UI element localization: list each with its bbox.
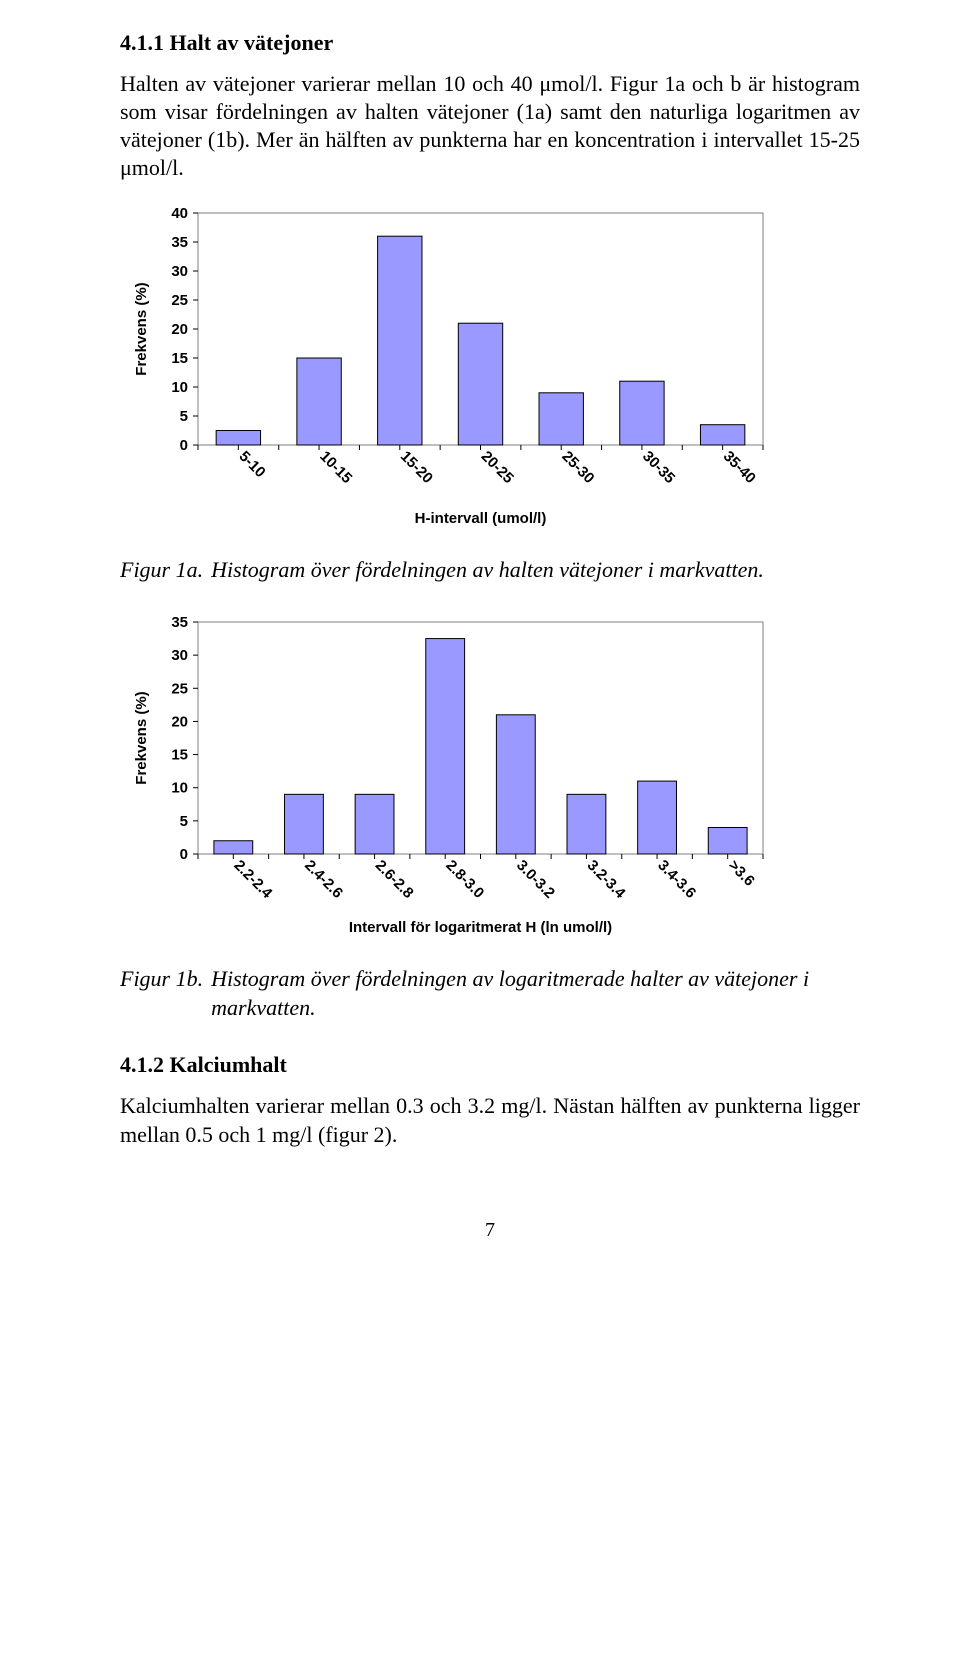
svg-text:15-20: 15-20 — [397, 447, 436, 486]
section-heading-4-1-1: 4.1.1 Halt av vätejoner — [120, 30, 860, 56]
svg-text:>3.6: >3.6 — [725, 857, 758, 890]
figure-1a-chart: 0 5 10 15 20 25 30 35 40 Frekvens (%) 5-10 10-15 15-… — [120, 205, 860, 540]
svg-text:3.2-3.4: 3.2-3.4 — [584, 857, 630, 903]
svg-text:15: 15 — [171, 747, 188, 764]
svg-text:35: 35 — [171, 234, 188, 251]
section-heading-4-1-2: 4.1.2 Kalciumhalt — [120, 1052, 860, 1078]
svg-text:5: 5 — [180, 408, 188, 425]
svg-text:Intervall för logaritmerat H (: Intervall för logaritmerat H (ln umol/l) — [349, 919, 612, 936]
svg-text:30: 30 — [171, 263, 188, 280]
svg-text:25-30: 25-30 — [558, 447, 597, 486]
svg-text:20: 20 — [171, 714, 188, 731]
svg-text:5-10: 5-10 — [236, 447, 269, 480]
caption-body: Histogram över fördelningen av halten vä… — [211, 556, 860, 585]
svg-text:3.0-3.2: 3.0-3.2 — [513, 857, 558, 902]
svg-text:20: 20 — [171, 321, 188, 338]
paragraph-4-1-1: Halten av vätejoner varierar mellan 10 o… — [120, 70, 860, 183]
svg-text:35: 35 — [171, 614, 188, 631]
svg-text:35-40: 35-40 — [720, 447, 759, 486]
caption-lead: Figur 1a. — [120, 556, 211, 585]
svg-text:20-25: 20-25 — [478, 447, 517, 486]
svg-text:3.4-3.6: 3.4-3.6 — [654, 857, 699, 902]
svg-text:5: 5 — [180, 813, 188, 830]
bar-chart-1a: 0 5 10 15 20 25 30 35 40 Frekvens (%) 5-10 10-15 15-… — [120, 205, 775, 540]
svg-text:2.6-2.8: 2.6-2.8 — [372, 857, 417, 902]
paragraph-4-1-2: Kalciumhalten varierar mellan 0.3 och 3.… — [120, 1092, 860, 1148]
svg-text:15: 15 — [171, 350, 188, 367]
bar-chart-1b: 0 5 10 15 20 25 30 35 Frekvens (%) 2.2-2.4 2.4-2.6… — [120, 614, 775, 949]
svg-text:10: 10 — [171, 379, 188, 396]
svg-text:25: 25 — [171, 292, 188, 309]
svg-text:30-35: 30-35 — [639, 447, 678, 486]
svg-text:30: 30 — [171, 647, 188, 664]
svg-text:2.4-2.6: 2.4-2.6 — [301, 857, 346, 902]
svg-text:10-15: 10-15 — [316, 447, 355, 486]
figure-1b-chart: 0 5 10 15 20 25 30 35 Frekvens (%) 2.2-2.4 2.4-2.6… — [120, 614, 860, 949]
svg-text:2.2-2.4: 2.2-2.4 — [230, 857, 276, 903]
svg-text:H-intervall (umol/l): H-intervall (umol/l) — [415, 510, 547, 527]
figure-1a-caption: Figur 1a. Histogram över fördelningen av… — [120, 556, 860, 585]
svg-text:40: 40 — [171, 205, 188, 222]
page-number: 7 — [120, 1219, 860, 1242]
svg-text:0: 0 — [180, 437, 188, 454]
caption-body: Histogram över fördelningen av logaritme… — [211, 965, 860, 1022]
svg-text:0: 0 — [180, 846, 188, 863]
svg-text:2.8-3.0: 2.8-3.0 — [442, 857, 487, 902]
figure-1b-caption: Figur 1b. Histogram över fördelningen av… — [120, 965, 860, 1022]
svg-text:Frekvens (%): Frekvens (%) — [133, 282, 150, 375]
caption-lead: Figur 1b. — [120, 965, 211, 1022]
svg-text:25: 25 — [171, 681, 188, 698]
svg-text:Frekvens (%): Frekvens (%) — [133, 692, 150, 785]
svg-text:10: 10 — [171, 780, 188, 797]
